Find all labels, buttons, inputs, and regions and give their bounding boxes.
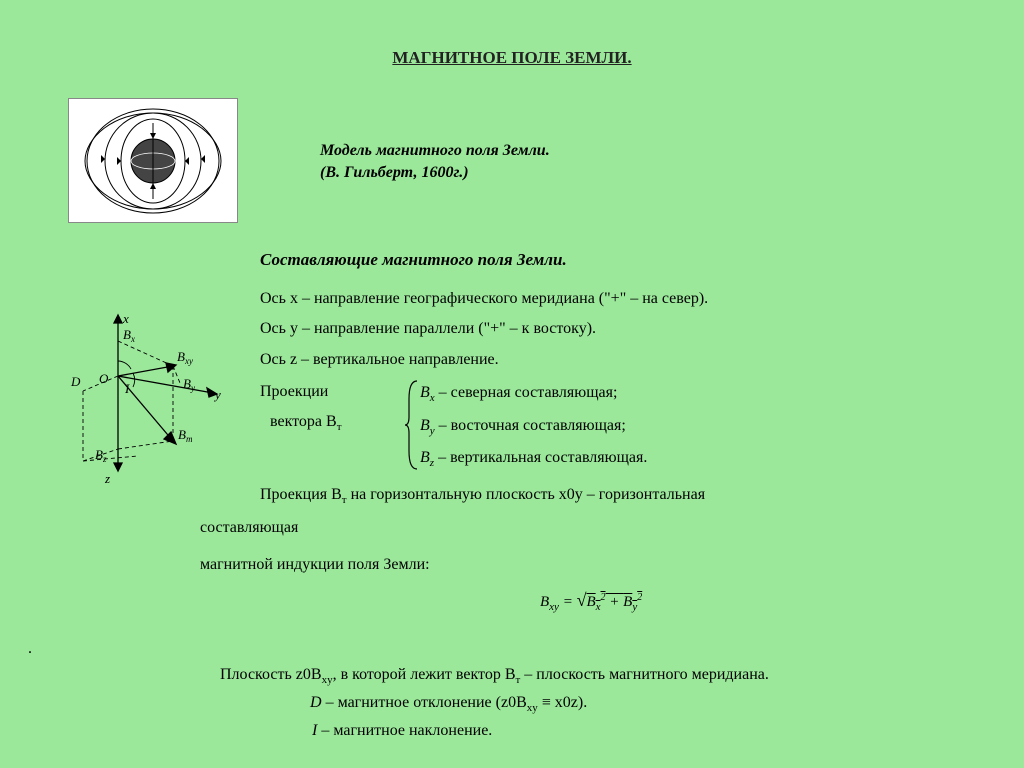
model-caption: Модель магнитного поля Земли. (В. Гильбе… [320,140,550,183]
svg-text:Bxy: Bxy [177,349,193,366]
axis-z: Ось z – вертикальное направление. [260,345,984,375]
meridian-plane: Плоскость z0Bxy, в которой лежит вектор … [220,662,984,690]
projections-group: Проекции вектора Bт Bx – северная состав… [260,377,984,475]
content-block: Ось x – направление географического мери… [260,284,984,584]
horizontal-projection: Проекция Bт на горизонтальную плоскость … [260,481,984,510]
proj-by: By – восточная составляющая; [420,410,984,443]
svg-text:z: z [104,471,110,486]
magnetic-declination: D – магнитное отклонение (z0Bxy ≡ x0z). [220,690,984,718]
axis-y: Ось y – направление параллели ("+" – к в… [260,314,984,344]
earth-field-figure [68,98,238,223]
svg-text:y: y [213,387,221,402]
vector-label: вектора Bт [270,407,342,438]
svg-text:I: I [124,381,130,396]
svg-text:Bz: Bz [95,447,107,464]
proj-bx: Bx – северная составляющая; [420,377,984,410]
stray-dot: . [28,640,32,658]
svg-text:x: x [122,311,129,326]
section-heading: Составляющие магнитного поля Земли. [260,250,567,270]
svg-text:By: By [183,376,195,393]
bottom-definitions: Плоскость z0Bxy, в которой лежит вектор … [220,662,984,743]
axis-x: Ось x – направление географического мери… [260,284,984,314]
proj-bz: Bz – вертикальная составляющая. [420,442,984,475]
svg-text:O: O [99,371,109,386]
svg-text:Bт: Bт [178,427,193,444]
model-line1: Модель магнитного поля Земли. [320,140,550,162]
svg-text:D: D [70,374,81,389]
brace-icon [405,379,419,471]
model-line2: (В. Гильберт, 1600г.) [320,162,550,184]
formula-bxy: Bxy = √Bx2 + By2 [540,590,642,613]
page-title: МАГНИТНОЕ ПОЛЕ ЗЕМЛИ. [0,0,1024,68]
svg-text:Bx: Bx [123,327,135,344]
horizontal-projection-line2: составляющая магнитной индукции поля Зем… [200,510,984,584]
magnetic-inclination: I – магнитное наклонение. [220,718,984,744]
vector-components-figure: x y z O Bx Bxy By Bт Bz D I [60,308,240,498]
projections-label: Проекции [260,377,328,407]
